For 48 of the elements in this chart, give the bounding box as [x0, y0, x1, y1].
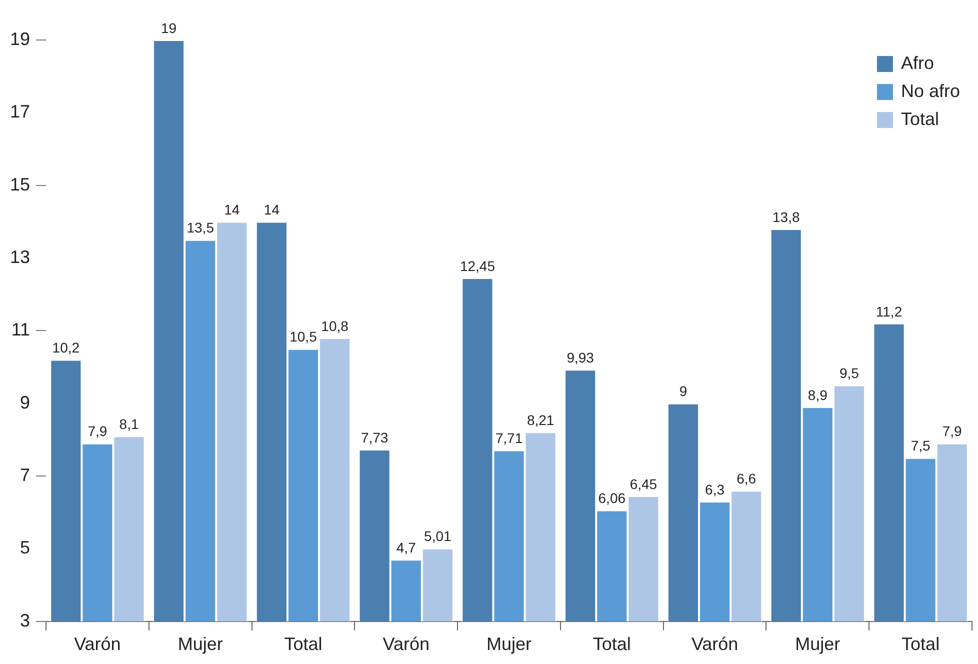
data-label: 7,71 — [495, 430, 523, 446]
y-tick-label: 9 — [20, 392, 30, 412]
data-label: 9,5 — [839, 365, 860, 382]
data-label: 6,6 — [736, 470, 756, 486]
x-tick-label: Varón — [691, 634, 738, 654]
data-label: 6,06 — [598, 490, 626, 506]
x-tick-label: Mujer — [795, 634, 840, 654]
data-label: 6,45 — [630, 476, 658, 492]
data-label: 9 — [679, 383, 688, 400]
data-label: 8,1 — [119, 416, 139, 432]
data-label: 10,5 — [290, 328, 318, 345]
x-tick-label: Total — [592, 634, 631, 654]
x-tick-label: Total — [902, 634, 940, 654]
x-tick-label: Varón — [382, 634, 430, 654]
data-label: 13,8 — [772, 208, 800, 225]
data-label: 8,21 — [526, 412, 554, 428]
y-tick-label: 3 — [20, 610, 30, 630]
legend-label: Total — [900, 108, 940, 129]
data-label: 12,45 — [460, 258, 496, 274]
data-label: 7,5 — [910, 438, 930, 454]
data-label: 7,73 — [360, 429, 388, 446]
y-tick-label: 17 — [10, 102, 30, 122]
data-label: 5,01 — [424, 528, 452, 544]
data-label: 4,7 — [396, 539, 416, 556]
x-tick-label: Varón — [74, 634, 121, 654]
data-label: 10,8 — [321, 318, 349, 334]
data-label: 6,3 — [705, 481, 725, 498]
data-label: 10,2 — [52, 340, 80, 356]
data-label: 7,9 — [942, 423, 962, 440]
y-tick-label: 13 — [10, 246, 30, 267]
y-tick-label: 19 — [10, 28, 30, 49]
data-label: 13,5 — [186, 220, 214, 236]
data-label: 19 — [161, 20, 177, 36]
data-label: 8,9 — [808, 386, 828, 403]
data-label: 7,9 — [88, 423, 108, 440]
legend-label: Afro — [900, 52, 934, 73]
data-label: 9,93 — [566, 349, 594, 366]
y-tick-label: 15 — [10, 174, 30, 194]
y-tick-label: 5 — [20, 538, 30, 558]
x-tick-label: Mujer — [178, 634, 223, 654]
x-tick-label: Mujer — [486, 634, 532, 654]
y-tick-label: 7 — [20, 465, 30, 486]
data-label: 14 — [224, 202, 240, 218]
x-tick-label: Total — [284, 634, 322, 654]
legend-label: No afro — [900, 80, 960, 101]
data-label: 14 — [264, 202, 280, 218]
data-label: 11,2 — [876, 303, 902, 320]
y-tick-label: 11 — [11, 320, 30, 340]
